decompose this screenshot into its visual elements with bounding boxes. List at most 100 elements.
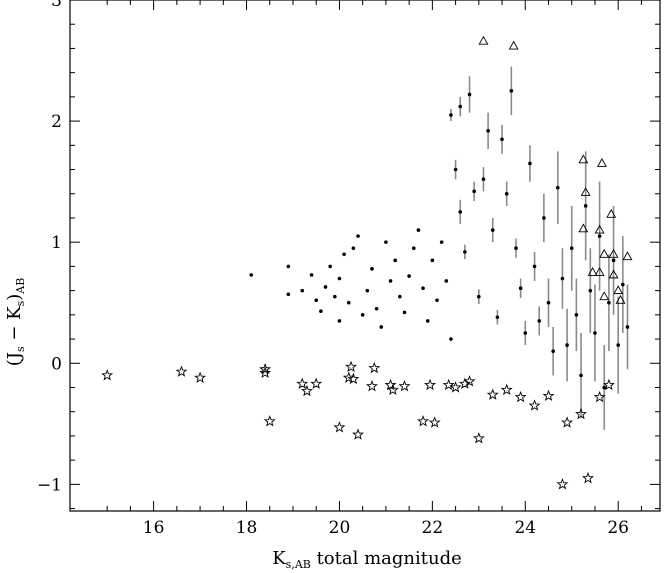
data-point (374, 306, 379, 311)
data-point (579, 373, 583, 378)
triangle-marker (508, 40, 519, 50)
data-point (370, 267, 374, 271)
data-point (384, 240, 388, 244)
data-point (346, 300, 351, 305)
data-point (486, 128, 490, 133)
triangle-marker (578, 154, 589, 164)
y-tick-label: 1 (51, 233, 62, 253)
data-point (337, 319, 342, 323)
y-tick-label: 2 (51, 112, 62, 132)
data-point (616, 343, 620, 347)
data-point (602, 385, 607, 390)
data-point (314, 298, 319, 303)
data-point (458, 104, 463, 109)
star-marker (582, 472, 594, 484)
y-axis-label: (Js − Ks)AB (4, 278, 27, 367)
x-tick-label: 16 (143, 518, 165, 538)
data-point (444, 279, 449, 283)
data-point (319, 309, 323, 314)
star-marker (424, 378, 437, 391)
triangle-marker (580, 187, 591, 196)
data-point (621, 282, 625, 287)
data-point (593, 331, 597, 335)
data-point (356, 234, 360, 238)
star-marker (101, 369, 114, 381)
x-axis-label: Ks,AB total magnitude (272, 548, 462, 571)
data-point (249, 273, 253, 277)
star-marker (486, 388, 499, 400)
data-point (481, 177, 486, 182)
data-point (458, 210, 463, 214)
data-point (365, 288, 370, 293)
data-point (449, 337, 453, 341)
triangle-marker (606, 208, 617, 218)
data-point (472, 189, 476, 194)
star-marker (347, 372, 360, 385)
data-point (402, 310, 407, 315)
star-marker (194, 371, 207, 383)
triangle-marker (613, 285, 624, 295)
data-point (551, 349, 555, 353)
star-marker (428, 416, 441, 428)
x-tick-label: 18 (236, 518, 258, 538)
data-point (607, 300, 611, 305)
star-marker (386, 383, 399, 396)
data-point (574, 313, 579, 317)
data-point (555, 185, 560, 190)
star-marker (500, 383, 513, 396)
star-marker (514, 390, 527, 403)
star-marker (561, 416, 574, 428)
star-marker (300, 384, 313, 397)
triangle-marker (622, 251, 633, 261)
star-marker (175, 365, 188, 377)
data-point (337, 276, 342, 281)
star-marker (463, 375, 476, 387)
star-marker (458, 377, 471, 389)
data-point (416, 228, 421, 232)
data-point (328, 264, 332, 269)
triangle-marker (599, 248, 610, 258)
triangle-marker (587, 267, 598, 276)
star-marker (345, 360, 358, 372)
data-point (625, 325, 630, 329)
triangle-marker (478, 35, 489, 45)
data-point (435, 298, 439, 303)
triangle-marker (578, 223, 589, 233)
data-point (509, 89, 514, 93)
data-point (523, 331, 528, 335)
data-point (379, 325, 384, 329)
data-point (342, 252, 346, 257)
data-point (467, 92, 472, 97)
x-tick-label: 24 (514, 518, 536, 538)
data-point (546, 300, 551, 305)
y-tick-label: 0 (51, 354, 62, 374)
star-marker (442, 378, 455, 391)
star-marker (575, 407, 588, 420)
data-point (286, 264, 291, 269)
star-marker (365, 379, 378, 392)
x-tick-label: 26 (607, 518, 629, 538)
data-point (583, 204, 588, 208)
data-point (565, 343, 569, 347)
triangle-marker (594, 267, 605, 276)
data-point (453, 167, 458, 172)
data-point (360, 313, 365, 317)
star-marker (310, 377, 323, 389)
data-point (477, 294, 481, 299)
data-point (333, 294, 337, 299)
data-point (425, 319, 430, 323)
star-marker (259, 366, 272, 379)
star-marker (556, 478, 569, 490)
data-point (569, 246, 574, 251)
data-point (309, 273, 314, 277)
data-point (300, 288, 305, 293)
star-marker (398, 379, 411, 392)
data-point (323, 285, 328, 289)
data-point (514, 246, 518, 251)
data-point (542, 216, 546, 220)
data-point (588, 288, 593, 293)
data-point (421, 286, 425, 290)
data-point (528, 161, 532, 166)
data-point (490, 228, 495, 232)
